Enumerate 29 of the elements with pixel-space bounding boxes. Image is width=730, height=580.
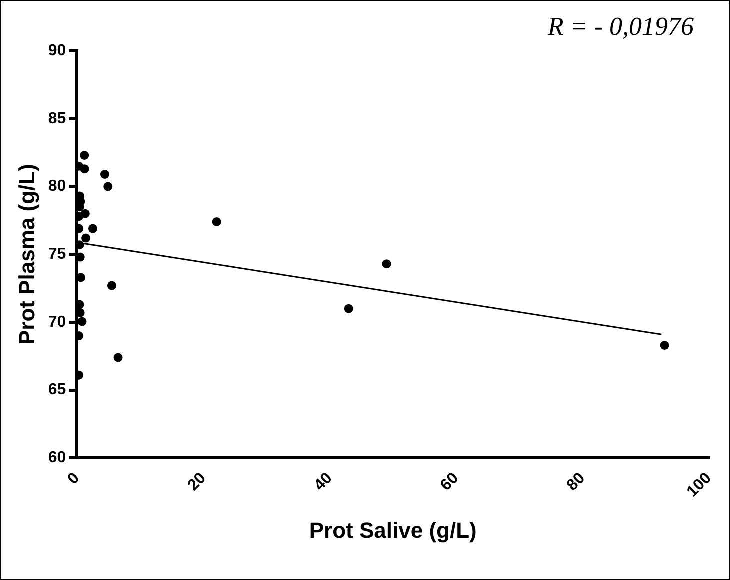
point: [382, 260, 392, 269]
y-tick-label: 70: [48, 314, 66, 331]
point: [344, 304, 354, 314]
x-tick-label: 20: [184, 470, 210, 494]
x-tick-label: 60: [438, 470, 462, 494]
x-tick-label: 40: [311, 470, 336, 494]
text: R = - 0,01976: [546, 12, 694, 41]
x-tick-label: 80: [564, 470, 589, 494]
x-tick-label: 0: [64, 470, 84, 488]
x-axis-title: Prot Salive (g/L): [309, 518, 477, 543]
y-tick-label: 65: [48, 382, 66, 399]
point: [80, 151, 90, 160]
y-tick-label: 75: [48, 246, 66, 263]
y-tick-label: 90: [48, 42, 66, 60]
x-tick-label: 100: [684, 470, 716, 501]
point: [78, 317, 87, 326]
y-tick-label: 80: [48, 178, 66, 196]
y-tick-label: 60: [48, 450, 66, 467]
point: [107, 281, 116, 290]
point: [88, 224, 98, 234]
point: [114, 353, 123, 362]
point: [100, 170, 110, 179]
point: [212, 218, 222, 226]
point: [660, 341, 670, 350]
y-axis-title: Prot Plasma (g/L): [14, 164, 40, 346]
point: [80, 164, 90, 174]
y-tick-label: 85: [48, 110, 66, 128]
point: [82, 234, 91, 243]
point: [104, 182, 113, 192]
